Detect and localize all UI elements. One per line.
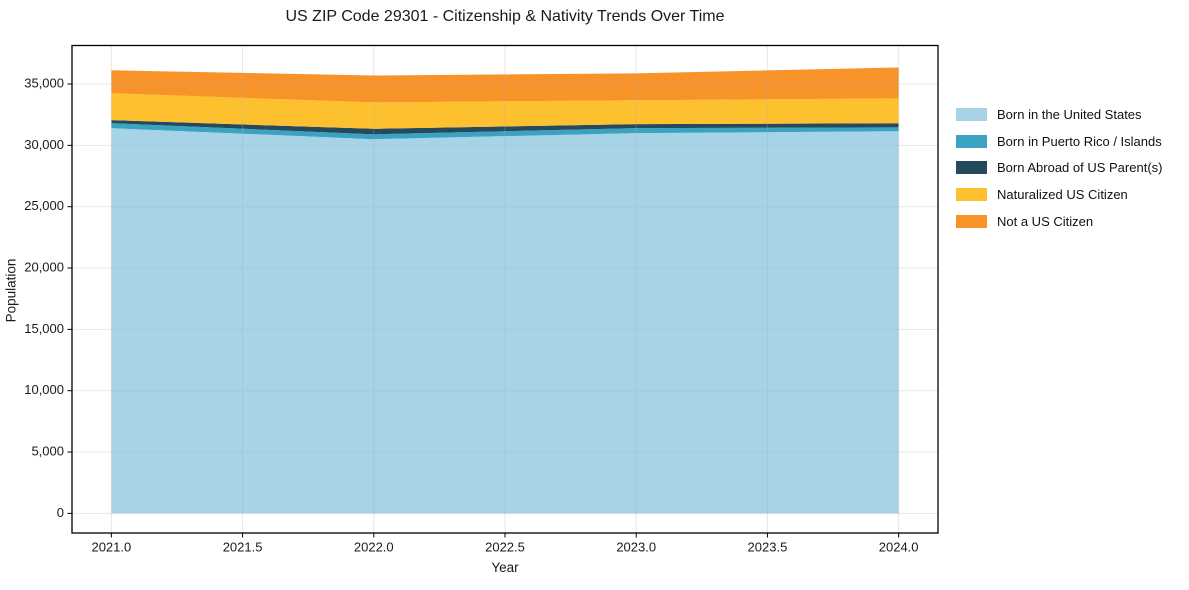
x-tick-label: 2021.0 xyxy=(91,540,131,555)
legend-label: Born Abroad of US Parent(s) xyxy=(997,160,1163,176)
y-axis-label-wrap: Population xyxy=(2,160,20,420)
legend-swatch xyxy=(956,214,987,228)
legend-label: Not a US Citizen xyxy=(997,213,1094,229)
y-tick-label: 20,000 xyxy=(24,259,64,274)
y-tick-label: 10,000 xyxy=(24,382,64,397)
legend-label: Born in Puerto Rico / Islands xyxy=(997,133,1162,149)
legend-item-not-a-us-citizen: Not a US Citizen xyxy=(956,208,1162,235)
y-tick-label: 15,000 xyxy=(24,321,64,336)
area-naturalized-us-citizen xyxy=(111,93,899,129)
legend-item-born-abroad-of-us-parent-s: Born Abroad of US Parent(s) xyxy=(956,154,1162,181)
area-born-in-puerto-rico-islands xyxy=(111,123,899,140)
x-tick-label: 2022.0 xyxy=(354,540,394,555)
y-tick-label: 35,000 xyxy=(24,75,64,90)
legend-swatch xyxy=(956,107,987,121)
legend-swatch xyxy=(956,187,987,201)
legend-swatch xyxy=(956,161,987,175)
area-not-a-us-citizen xyxy=(111,67,899,103)
x-tick-label: 2024.0 xyxy=(879,540,919,555)
legend-item-born-in-puerto-rico-islands: Born in Puerto Rico / Islands xyxy=(956,128,1162,155)
y-axis-label: Population xyxy=(3,258,19,322)
x-tick-label: 2023.0 xyxy=(616,540,656,555)
legend-label: Born in the United States xyxy=(997,106,1142,122)
legend-label: Naturalized US Citizen xyxy=(997,186,1128,202)
legend-item-born-in-the-united-states: Born in the United States xyxy=(956,101,1162,128)
chart-title: US ZIP Code 29301 - Citizenship & Nativi… xyxy=(285,8,725,25)
legend-swatch xyxy=(956,134,987,148)
x-axis-label: Year xyxy=(491,560,519,575)
legend: Born in the United States Born in Puerto … xyxy=(956,101,1162,234)
x-tick-label: 2022.5 xyxy=(485,540,525,555)
y-tick-label: 0 xyxy=(57,505,64,520)
x-tick-label: 2021.5 xyxy=(223,540,263,555)
y-tick-label: 25,000 xyxy=(24,198,64,213)
x-tick-label: 2023.5 xyxy=(748,540,788,555)
y-tick-label: 30,000 xyxy=(24,137,64,152)
y-tick-label: 5,000 xyxy=(31,443,64,458)
legend-item-naturalized-us-citizen: Naturalized US Citizen xyxy=(956,181,1162,208)
area-born-abroad-of-us-parent-s xyxy=(111,120,899,135)
area-born-in-the-united-states xyxy=(111,128,899,514)
